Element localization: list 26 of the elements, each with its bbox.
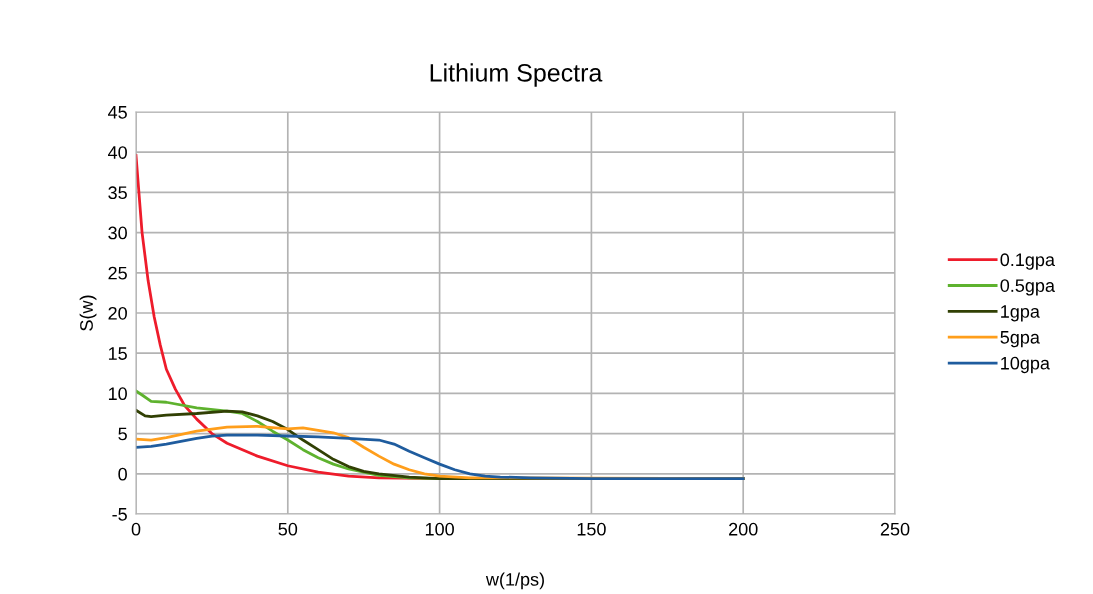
y-tick-label: 10 [108, 387, 127, 401]
x-tick-label: 200 [729, 522, 758, 536]
x-tick-label: 100 [425, 522, 454, 536]
y-tick-label: -5 [112, 508, 127, 521]
chart-title: Lithium Spectra [430, 63, 603, 87]
legend-label: 1gpa [1001, 305, 1040, 322]
legend-label: 5gpa [1000, 331, 1040, 348]
x-tick-label: 150 [577, 522, 606, 536]
legend-label: 10gpa [1001, 356, 1050, 374]
line-series [136, 433, 745, 481]
y-tick-label: 35 [108, 186, 127, 200]
x-tick-label: 250 [880, 522, 910, 536]
legend-label: 0.5gpa [1000, 279, 1055, 296]
y-tick-label: 20 [108, 306, 127, 320]
y-tick-label: 5 [118, 427, 127, 441]
y-tick-label: 30 [108, 226, 127, 240]
x-axis-title: w(1/ps) [485, 572, 544, 590]
x-tick-label: 50 [278, 522, 298, 536]
x-tick-label: 0 [131, 522, 141, 536]
y-tick-label: 25 [108, 266, 127, 280]
y-tick-label: 0 [118, 467, 127, 481]
y-tick-label: 15 [108, 347, 127, 360]
y-axis-title: S(w) [79, 295, 97, 331]
y-tick-label: 45 [108, 106, 127, 119]
y-tick-label: 40 [108, 146, 127, 159]
legend-label: 0.1gpa [1000, 253, 1055, 270]
